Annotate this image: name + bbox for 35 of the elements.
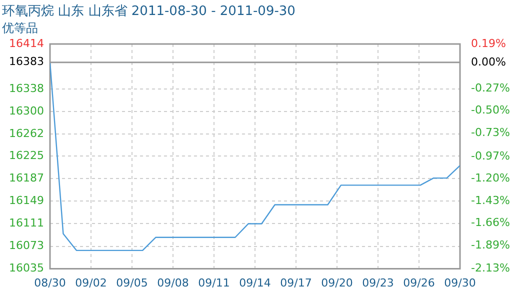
x-tick-label: 09/30 — [444, 276, 476, 290]
x-tick-label: 09/17 — [280, 276, 312, 290]
y2-tick-label: 0.00% — [471, 55, 506, 68]
y-tick-label: 16187 — [9, 172, 44, 184]
y-tick-label: 16149 — [9, 194, 44, 208]
y2-tick-label: -2.13% — [471, 262, 510, 275]
y-tick-label: 16035 — [9, 262, 44, 275]
y-tick-label: 16262 — [9, 127, 44, 140]
y-tick-label: 16300 — [9, 104, 44, 118]
x-tick-label: 09/11 — [198, 276, 230, 290]
y2-tick-label: -1.66% — [471, 216, 510, 230]
x-tick-label: 09/20 — [321, 276, 353, 290]
y2-tick-label: -0.73% — [471, 126, 510, 140]
x-tick-label: 09/23 — [362, 276, 394, 290]
chart-title: 环氧丙烷 山东 山东省 2011-08-30 - 2011-09-30 — [2, 4, 296, 20]
x-tick-label: 09/05 — [116, 276, 148, 290]
chart-subtitle: 优等品 — [2, 20, 38, 35]
y-tick-label: 16225 — [9, 148, 44, 162]
y2-tick-label: -1.89% — [471, 238, 510, 252]
x-tick-label: 09/02 — [75, 276, 107, 290]
y-tick-label: 16383 — [9, 55, 44, 68]
y2-tick-label: -0.97% — [471, 149, 510, 162]
x-tick-label: 09/08 — [157, 276, 189, 290]
y2-tick-label: -0.50% — [471, 104, 510, 117]
y-tick-label: 16338 — [9, 82, 44, 95]
x-tick-label: 08/30 — [34, 276, 66, 290]
y2-tick-label: -0.27% — [471, 81, 510, 94]
x-tick-label: 09/14 — [239, 276, 271, 290]
y2-tick-label: -1.20% — [471, 172, 510, 185]
y2-tick-label: -1.43% — [471, 194, 510, 207]
y2-tick-label: 0.19% — [471, 36, 506, 50]
y-tick-label: 16073 — [9, 239, 44, 252]
y-tick-label: 16414 — [9, 36, 44, 50]
x-tick-label: 09/26 — [403, 276, 435, 290]
y-tick-label: 16111 — [9, 216, 44, 230]
